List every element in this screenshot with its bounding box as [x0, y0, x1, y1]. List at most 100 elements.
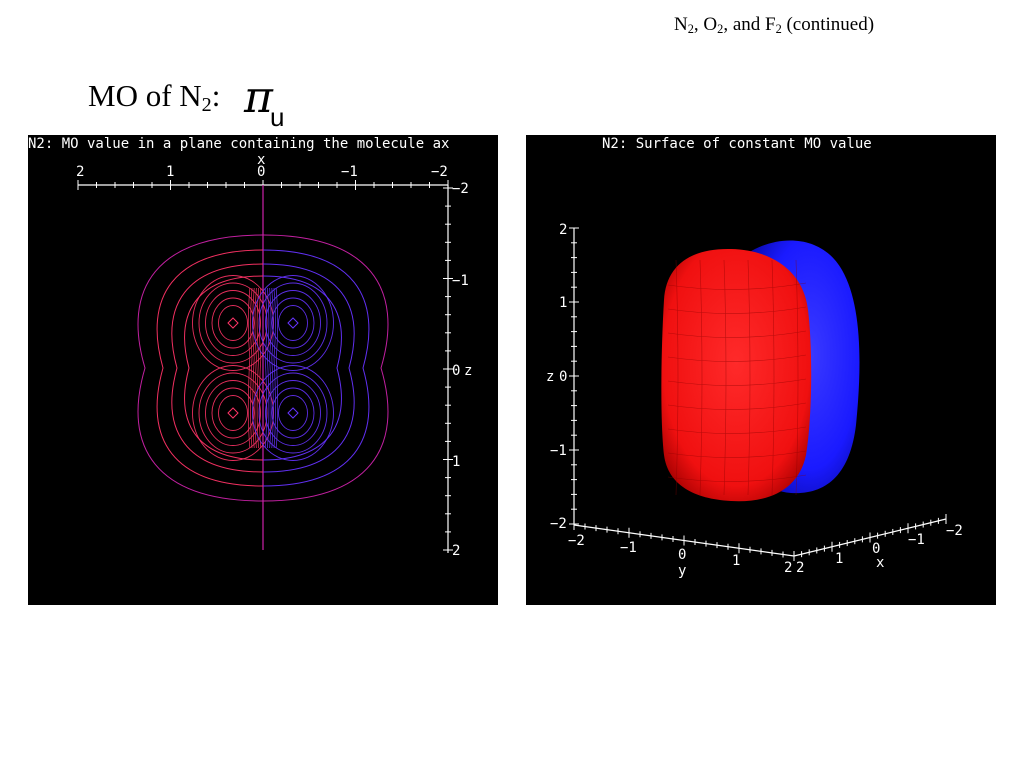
mesh-line [699, 259, 703, 496]
z-tick-label: 1 [559, 295, 567, 311]
y-tick-label: −1 [620, 540, 637, 556]
contour-line [247, 287, 251, 449]
positive-lobe-mesh [667, 259, 807, 496]
header-sub: 2 [775, 22, 782, 37]
x-tick-label: 0 [872, 541, 880, 557]
contour-line [137, 234, 264, 502]
contour-line [262, 275, 342, 461]
z-tick-label: 0 [559, 369, 567, 385]
x-axis-label: x [876, 555, 884, 571]
header-text: , and F [723, 14, 776, 35]
contour-line [271, 297, 315, 349]
contour-line [192, 275, 274, 371]
right-tick-label: 1 [452, 454, 460, 470]
contour-line [218, 305, 248, 341]
mesh-line [795, 259, 799, 496]
header-text: , O [693, 14, 718, 35]
top-tick-label: 1 [166, 164, 174, 180]
y-tick-label: −2 [568, 533, 585, 549]
contour-line [156, 249, 264, 487]
top-tick-label: 0 [257, 164, 265, 180]
contour-line [265, 380, 321, 446]
contour-line [211, 297, 255, 349]
y-axis-label: y [678, 563, 686, 579]
contour-line [205, 290, 261, 356]
mesh-line [747, 259, 751, 496]
contour-line [287, 317, 299, 329]
top-tick-label: −1 [341, 164, 358, 180]
contour-line [258, 372, 328, 454]
isosurface-title: N2: Surface of constant MO value [602, 136, 872, 152]
contour-line [258, 287, 262, 449]
right-tick-label: 0 [452, 363, 460, 379]
mesh-line [723, 259, 727, 496]
contour-line [275, 287, 279, 449]
pi-subscript: u [270, 102, 285, 132]
contour-line [262, 234, 389, 502]
title-sub: 2 [201, 94, 212, 117]
contour-line [252, 365, 334, 461]
contour-line [271, 287, 274, 449]
z-tick-label: −1 [550, 443, 567, 459]
contour-line [258, 282, 328, 364]
slide-title: MO of N2: [88, 78, 221, 117]
z-tick-label: 2 [559, 222, 567, 238]
contour-line [269, 287, 272, 449]
mesh-line [667, 426, 807, 434]
contour-line [171, 263, 264, 473]
title-colon: : [211, 78, 221, 113]
contour-line [227, 407, 239, 419]
contour-line [192, 365, 274, 461]
contour-lines [137, 234, 389, 502]
x-tick-label: 1 [835, 551, 843, 567]
contour-line [262, 263, 355, 473]
contour-line [278, 305, 308, 341]
contour-plot-panel: N2: MO value in a plane containing the m… [28, 135, 498, 605]
contour-line [205, 380, 261, 446]
mesh-line [667, 378, 807, 386]
top-tick-label: 2 [76, 164, 84, 180]
pi-symbol: π [244, 72, 273, 123]
mesh-line [667, 474, 807, 482]
contour-line [262, 249, 370, 487]
z-axis-minor-ticks [569, 227, 579, 525]
x-tick-label: −2 [946, 523, 963, 539]
contour-line [256, 287, 260, 449]
contour-line [184, 275, 264, 461]
contour-line [271, 387, 315, 439]
y-tick-label: 0 [678, 547, 686, 563]
contour-line [252, 287, 255, 449]
mesh-line [771, 259, 775, 496]
header-text: (continued) [781, 14, 875, 35]
contour-line [252, 275, 334, 371]
top-tick-label: −2 [431, 164, 448, 180]
isosurface-svg: N2: Surface of constant MO value 2 1 0 z… [546, 136, 963, 579]
right-tick-label: 2 [452, 543, 460, 559]
mesh-line [667, 354, 807, 362]
contour-line [218, 395, 248, 431]
contour-line [278, 395, 308, 431]
contour-plot-title: N2: MO value in a plane containing the m… [28, 136, 449, 152]
contour-plot-svg: N2: MO value in a plane containing the m… [28, 136, 472, 559]
contour-line [265, 290, 321, 356]
x-axis-minor-ticks [793, 514, 947, 561]
contour-line [227, 317, 239, 329]
contour-line [211, 387, 255, 439]
x-tick-label: −1 [908, 532, 925, 548]
right-tick-label: −2 [452, 181, 469, 197]
isosurface-panel: N2: Surface of constant MO value 2 1 0 z… [526, 135, 996, 605]
right-tick-label: −1 [452, 273, 469, 289]
mesh-line [667, 450, 807, 458]
header-sub: 2 [687, 22, 694, 37]
right-axis-minor-ticks [443, 187, 453, 551]
mesh-line [667, 306, 807, 314]
contour-line [287, 407, 299, 419]
mesh-line [667, 402, 807, 410]
contour-line [254, 287, 257, 449]
contour-line [266, 287, 270, 449]
contour-line [264, 287, 268, 449]
contour-line [273, 287, 276, 449]
header-sub: 2 [717, 22, 724, 37]
right-axis-label: z [464, 363, 472, 379]
mesh-line [667, 330, 807, 338]
